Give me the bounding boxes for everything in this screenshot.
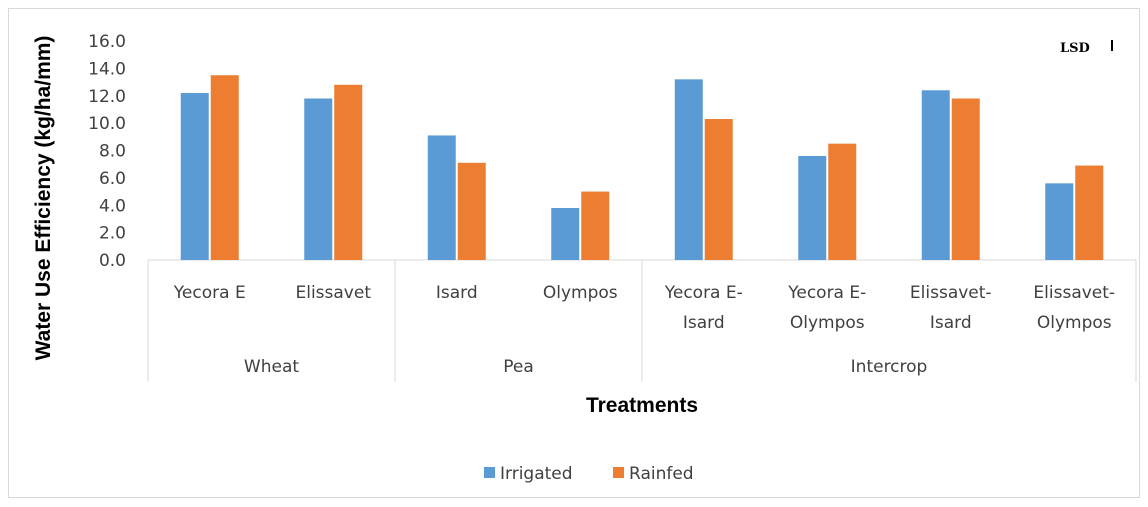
y-axis-title: Water Use Efficiency (kg/ha/mm)	[32, 36, 55, 361]
lsd-error-bar	[1111, 40, 1113, 51]
bar-rainfed	[581, 191, 610, 260]
y-tick-label: 6.0	[99, 169, 126, 189]
category-label: Isard	[436, 283, 478, 303]
bar-irrigated	[674, 79, 703, 260]
bar-irrigated	[921, 90, 950, 261]
category-label: Isard	[683, 313, 725, 333]
y-tick-label: 10.0	[88, 114, 126, 134]
legend-label: Irrigated	[500, 464, 573, 484]
bar-rainfed	[828, 143, 857, 260]
category-label: Yecora E-	[787, 283, 866, 303]
legend-swatch-irrigated	[484, 467, 495, 478]
category-label: Elissavet	[295, 283, 371, 303]
bar-rainfed	[704, 119, 733, 260]
y-tick-label: 4.0	[99, 196, 126, 216]
group-label: Wheat	[244, 357, 299, 377]
y-tick-label: 16.0	[88, 32, 126, 52]
y-tick-label: 0.0	[99, 251, 126, 271]
y-tick-label: 12.0	[88, 87, 126, 107]
bar-rainfed	[457, 162, 486, 260]
bar-irrigated	[1045, 183, 1074, 260]
bar-irrigated	[304, 98, 333, 260]
y-tick-label: 14.0	[88, 59, 126, 79]
bar-rainfed	[334, 84, 363, 260]
legend-label: Rainfed	[629, 464, 694, 484]
category-label: Olympos	[1037, 313, 1112, 333]
category-label: Yecora E-	[664, 283, 743, 303]
bar-irrigated	[551, 207, 580, 260]
bar-rainfed	[210, 75, 239, 260]
bar-rainfed	[951, 98, 980, 260]
bar-irrigated	[180, 93, 209, 260]
bar-irrigated	[427, 135, 456, 260]
lsd-label: LSD	[1060, 41, 1090, 56]
category-label: Elissavet-	[910, 283, 992, 303]
category-label: Isard	[930, 313, 972, 333]
bar-irrigated	[798, 155, 827, 260]
group-label: Pea	[503, 357, 534, 377]
y-tick-label: 2.0	[99, 224, 126, 244]
y-tick-label: 8.0	[99, 142, 126, 162]
category-label: Olympos	[543, 283, 618, 303]
bar-rainfed	[1075, 165, 1104, 260]
category-label: Yecora E	[173, 283, 246, 303]
x-axis-title: Treatments	[586, 394, 698, 417]
chart-frame	[8, 8, 1140, 498]
group-label: Intercrop	[851, 357, 928, 377]
category-label: Olympos	[790, 313, 865, 333]
legend-swatch-rainfed	[613, 467, 624, 478]
category-label: Elissavet-	[1033, 283, 1115, 303]
